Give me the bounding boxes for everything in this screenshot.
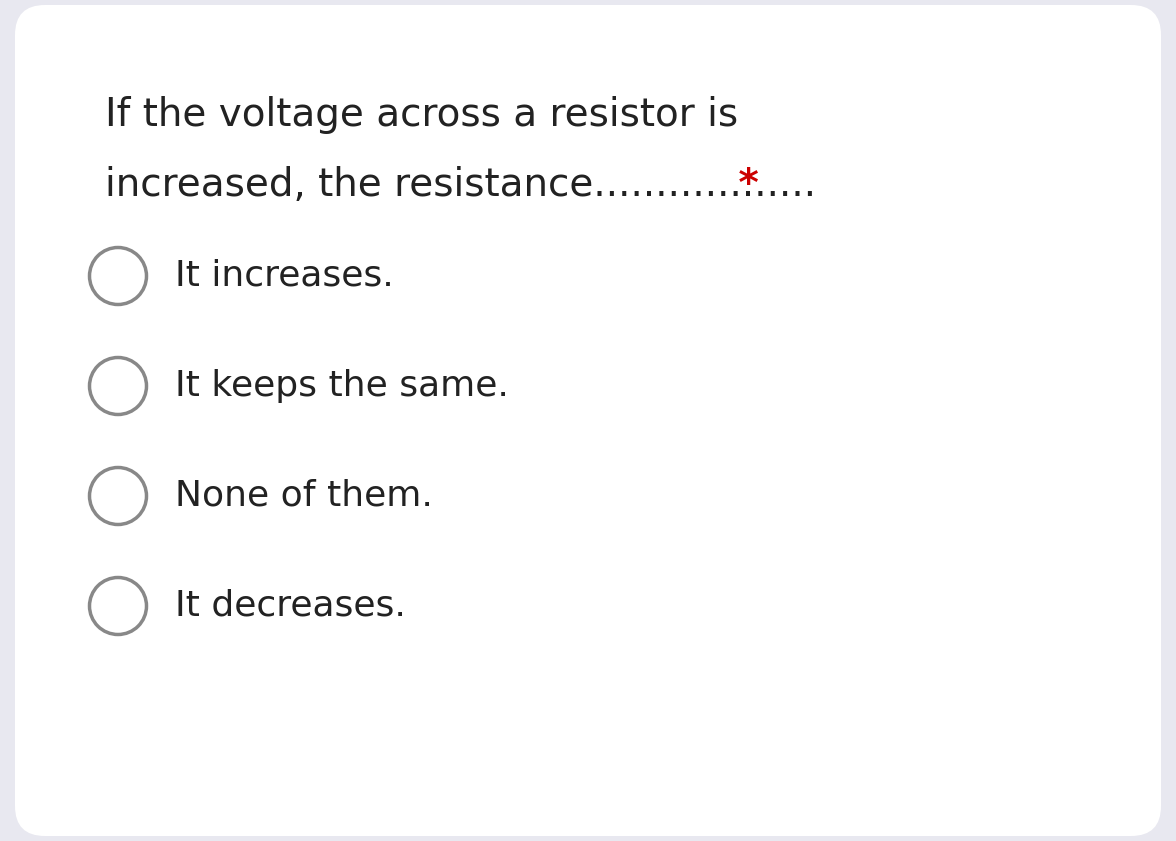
Text: *: * [724, 166, 759, 204]
Text: It decreases.: It decreases. [175, 589, 406, 623]
FancyBboxPatch shape [15, 5, 1161, 836]
Text: If the voltage across a resistor is: If the voltage across a resistor is [105, 96, 739, 134]
Text: increased, the resistance..................: increased, the resistance...............… [105, 166, 816, 204]
Text: It increases.: It increases. [175, 259, 394, 293]
Text: It keeps the same.: It keeps the same. [175, 369, 509, 403]
Text: None of them.: None of them. [175, 479, 433, 513]
